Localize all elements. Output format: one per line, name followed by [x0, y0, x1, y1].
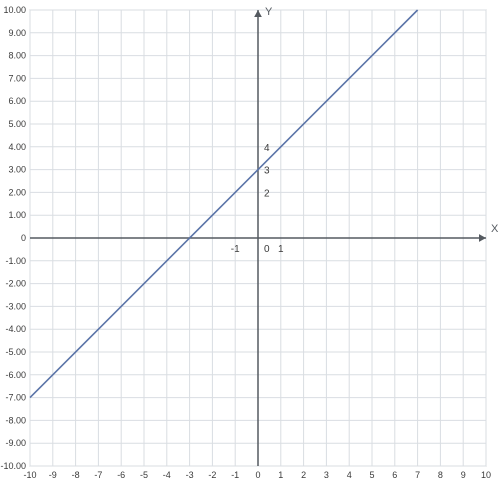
y-tick-label: -6.00: [5, 370, 26, 380]
x-tick-label: 10: [481, 470, 491, 480]
y-tick-label: -9.00: [5, 438, 26, 448]
y-tick-label: 0: [21, 233, 26, 243]
origin-label: 0: [264, 244, 270, 255]
y-tick-label: 8.00: [8, 51, 26, 61]
inline-y-tick: 4: [264, 143, 270, 154]
x-tick-label: -8: [72, 470, 80, 480]
inline-y-tick: 3: [264, 166, 270, 177]
y-tick-label: 5.00: [8, 119, 26, 129]
y-tick-label: -4.00: [5, 324, 26, 334]
x-tick-label: 1: [278, 470, 283, 480]
y-tick-label: -8.00: [5, 415, 26, 425]
x-tick-label: -9: [49, 470, 57, 480]
inline-x-tick: -1: [231, 244, 240, 255]
inline-x-tick: 1: [278, 244, 284, 255]
y-tick-label: -10.00: [0, 461, 26, 471]
x-tick-label: -1: [231, 470, 239, 480]
x-tick-label: -5: [140, 470, 148, 480]
y-tick-label: -1.00: [5, 256, 26, 266]
x-tick-label: 4: [347, 470, 352, 480]
x-tick-label: 3: [324, 470, 329, 480]
x-tick-label: 7: [415, 470, 420, 480]
y-tick-label: 6.00: [8, 96, 26, 106]
x-tick-label: 9: [461, 470, 466, 480]
y-tick-label: 3.00: [8, 165, 26, 175]
x-tick-label: 5: [369, 470, 374, 480]
x-tick-label: 0: [255, 470, 260, 480]
x-tick-label: 6: [392, 470, 397, 480]
y-tick-label: 1.00: [8, 210, 26, 220]
y-tick-label: 7.00: [8, 73, 26, 83]
inline-y-tick: 2: [264, 188, 270, 199]
x-tick-label: -2: [208, 470, 216, 480]
x-tick-label: -6: [117, 470, 125, 480]
x-tick-label: -7: [94, 470, 102, 480]
y-tick-label: -2.00: [5, 279, 26, 289]
y-tick-label: -7.00: [5, 393, 26, 403]
x-tick-label: -4: [163, 470, 171, 480]
y-tick-label: 2.00: [8, 187, 26, 197]
line-chart: XY-110234-10-9-8-7-6-5-4-3-2-10123456789…: [0, 0, 500, 500]
y-tick-label: -5.00: [5, 347, 26, 357]
y-tick-label: 4.00: [8, 142, 26, 152]
x-tick-label: -3: [186, 470, 194, 480]
x-axis-label: X: [491, 223, 499, 235]
y-tick-label: -3.00: [5, 301, 26, 311]
chart-svg: XY-110234-10-9-8-7-6-5-4-3-2-10123456789…: [0, 0, 500, 500]
y-tick-label: 9.00: [8, 28, 26, 38]
y-tick-label: 10.00: [3, 5, 26, 15]
x-tick-label: 8: [438, 470, 443, 480]
x-tick-label: 2: [301, 470, 306, 480]
y-axis-label: Y: [265, 6, 273, 18]
x-tick-label: -10: [23, 470, 36, 480]
